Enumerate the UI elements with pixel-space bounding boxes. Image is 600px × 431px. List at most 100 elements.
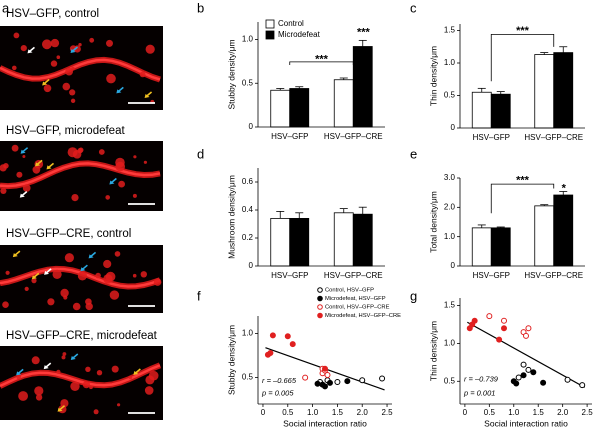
spine <box>22 184 31 192</box>
spine <box>65 67 73 76</box>
legend-marker <box>317 312 323 319</box>
spine <box>114 251 121 257</box>
y-tick-label: 2.0 <box>444 202 456 211</box>
legend-swatch <box>265 19 275 29</box>
arrow-head <box>20 149 26 154</box>
spine <box>16 171 23 178</box>
y-axis-title: Thin density/μm <box>428 46 438 106</box>
panel-letter: c <box>410 0 417 15</box>
y-tick-label: 0 <box>249 122 254 131</box>
legend-label: Control <box>278 19 304 28</box>
y-tick-label: 0 <box>451 261 456 270</box>
x-tick-label: 2.0 <box>357 408 369 417</box>
spine <box>64 253 74 263</box>
spine <box>24 286 29 291</box>
y-tick-label: 1.0 <box>242 35 254 44</box>
point <box>322 383 328 390</box>
point <box>513 380 520 387</box>
dendrite-core <box>0 162 161 188</box>
arrow-head <box>43 365 49 370</box>
image-label: HSV–GFP, control <box>6 8 99 20</box>
spine <box>52 269 62 279</box>
legend-swatch <box>265 30 275 40</box>
bar <box>270 89 291 128</box>
arrow-head <box>70 355 76 360</box>
y-tick-label: 0.4 <box>242 205 254 214</box>
point <box>520 361 527 368</box>
point <box>525 325 532 332</box>
point <box>322 365 328 372</box>
bar <box>534 205 555 267</box>
legend-label: Microdefeat, HSV–GFP–CRE <box>325 313 401 319</box>
point <box>284 333 291 340</box>
spine <box>128 375 133 380</box>
arrow-head <box>42 81 48 86</box>
legend-label: Control, HSV–GFP <box>325 288 374 294</box>
spine <box>0 164 7 172</box>
arrow-head <box>44 270 50 275</box>
point <box>501 317 507 324</box>
spine <box>70 98 76 104</box>
stat-annotation: p = 0.005 <box>261 388 294 397</box>
y-tick-label: 1.0 <box>444 232 456 241</box>
bar <box>471 227 492 267</box>
spine <box>77 148 83 154</box>
spine <box>31 356 40 365</box>
x-tick-label: HSV–GFP <box>271 271 308 280</box>
spine <box>11 144 19 152</box>
significance: *** <box>357 26 371 38</box>
spine <box>132 193 137 198</box>
arrow-head <box>88 254 94 259</box>
x-tick-label: 1.5 <box>332 408 344 417</box>
y-axis-title: Stubby density/μm <box>226 39 236 109</box>
spine <box>62 352 67 356</box>
fit-line <box>467 321 585 388</box>
spine <box>85 302 93 311</box>
x-axis-title: Social interaction ratio <box>484 418 568 428</box>
spine <box>145 375 155 385</box>
arrow-head <box>31 275 37 280</box>
spine <box>85 366 91 372</box>
y-tick-label: 1.0 <box>242 329 254 338</box>
spine <box>115 161 125 172</box>
spine <box>143 160 147 164</box>
bar <box>333 212 354 267</box>
spine <box>13 32 20 39</box>
spine <box>63 295 68 300</box>
x-tick-label: 2.5 <box>582 408 594 417</box>
arrow-head <box>70 48 76 53</box>
spine <box>58 405 67 414</box>
spine <box>89 37 95 43</box>
image-label: HSV–GFP–CRE, control <box>6 228 131 240</box>
spine <box>34 386 44 396</box>
bar <box>352 46 373 128</box>
point <box>302 374 309 381</box>
spine <box>144 386 154 395</box>
x-tick-label: 1.5 <box>533 408 545 417</box>
spine <box>89 385 93 390</box>
spine <box>82 381 90 389</box>
bar <box>471 91 492 129</box>
y-axis-title: Total density/μm <box>428 191 438 253</box>
significance: *** <box>516 175 530 187</box>
panel-letter: e <box>410 146 417 161</box>
spine <box>105 195 110 200</box>
spine <box>103 259 112 269</box>
y-tick-label: 0.5 <box>242 373 254 382</box>
dendrite-core <box>0 364 161 388</box>
spine <box>50 60 58 67</box>
stat-annotation: r = –0.665 <box>262 376 297 385</box>
y-tick-label: 0.5 <box>444 91 456 100</box>
spine <box>132 273 137 278</box>
spine <box>96 370 103 376</box>
point <box>267 349 274 356</box>
panel-letter: d <box>197 146 204 161</box>
point <box>471 317 478 324</box>
panel-letter: a <box>2 0 10 15</box>
y-tick-label: 0.5 <box>242 78 254 87</box>
point <box>326 379 333 386</box>
spine <box>70 381 80 391</box>
spine <box>117 403 121 407</box>
point <box>269 332 276 339</box>
